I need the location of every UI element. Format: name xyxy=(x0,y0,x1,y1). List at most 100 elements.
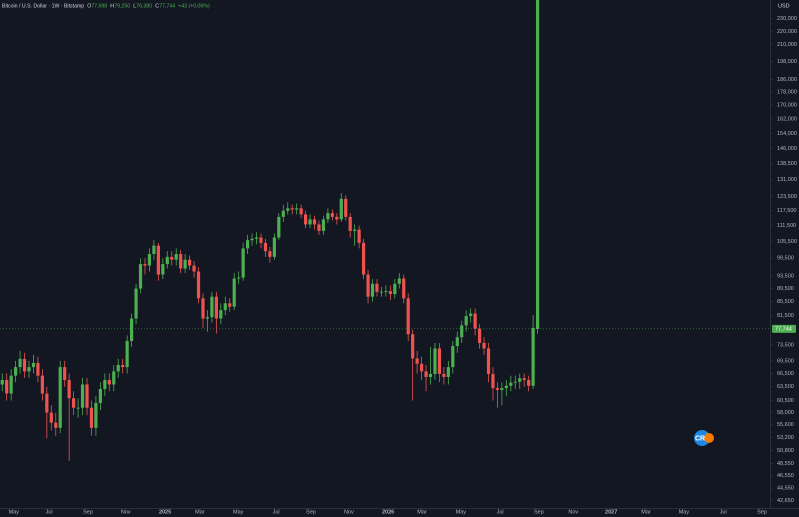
candle-body xyxy=(241,248,245,278)
candle-body xyxy=(402,278,406,299)
candle-body xyxy=(286,208,290,211)
candle-body xyxy=(152,245,156,254)
y-tick-label: 123,500 xyxy=(777,194,797,200)
ohlc-letter: L xyxy=(133,3,136,9)
candle-body xyxy=(103,380,107,389)
candle-body xyxy=(263,242,268,252)
x-tick-label: 2025 xyxy=(159,509,171,515)
candle-body xyxy=(27,367,31,372)
candle-body xyxy=(451,346,455,368)
x-tick-label: Nov xyxy=(344,509,354,515)
y-tick-label: 154,000 xyxy=(777,131,797,137)
candle-body xyxy=(250,238,254,241)
y-tick-label: 73,500 xyxy=(777,342,794,348)
candle-body xyxy=(335,216,339,220)
candle-body xyxy=(201,298,205,319)
ohlc-value: 76,380 xyxy=(136,3,152,9)
candle-body xyxy=(237,277,241,279)
candle-body xyxy=(299,208,303,215)
candle-body xyxy=(22,358,27,372)
candle-body xyxy=(125,341,129,368)
candle-body xyxy=(183,259,187,269)
candle-body xyxy=(76,407,80,409)
candle-body xyxy=(348,216,352,231)
candle-body xyxy=(214,296,218,319)
y-tick-label: 99,500 xyxy=(777,256,794,262)
candle-body xyxy=(281,210,285,217)
candle-body xyxy=(143,264,147,266)
ohlc-legend: O 77,698 H 79,250 L 76,380 C 77,744 +43 (+0.06%) xyxy=(87,3,210,9)
candle-body xyxy=(138,264,143,289)
candle-body xyxy=(80,384,85,408)
candle-body xyxy=(196,271,201,299)
candle-body xyxy=(455,337,459,347)
y-tick-label: 162,000 xyxy=(777,116,797,122)
candle-body xyxy=(411,334,415,359)
y-tick-label: 230,000 xyxy=(777,16,797,22)
x-tick-label: May xyxy=(456,509,467,515)
candle-body xyxy=(393,283,397,295)
candle-body xyxy=(460,325,464,338)
candle-body xyxy=(219,310,223,319)
candle-body xyxy=(469,313,473,317)
candle-body xyxy=(107,380,111,385)
candle-body xyxy=(89,407,94,428)
candle-body xyxy=(384,291,388,292)
y-tick-label: 48,550 xyxy=(777,461,794,467)
ohlc-letter: O xyxy=(87,3,91,9)
candle-body xyxy=(518,378,522,382)
candle-body xyxy=(326,213,330,220)
x-tick-label: 2026 xyxy=(382,509,394,515)
candle-body xyxy=(170,256,174,260)
logo-dot xyxy=(704,433,714,443)
x-tick-label: Mar xyxy=(417,509,427,515)
candle-body xyxy=(45,393,49,413)
candle-body xyxy=(174,253,178,260)
candle-body xyxy=(317,224,321,231)
y-tick-label: 220,000 xyxy=(777,29,797,35)
candle-body xyxy=(161,264,165,275)
candle-body xyxy=(165,256,169,265)
candle-body xyxy=(268,251,272,257)
candle-body xyxy=(112,371,116,385)
candle-body xyxy=(370,283,375,297)
x-tick-label: Jul xyxy=(497,509,504,515)
candle-body xyxy=(156,245,160,275)
candle-body xyxy=(223,303,227,311)
candle-body xyxy=(312,219,317,225)
candle-body xyxy=(134,288,138,319)
y-tick-label: 178,000 xyxy=(777,89,797,95)
candle-body xyxy=(361,242,366,275)
candle-body xyxy=(477,328,482,343)
candle-body xyxy=(531,327,535,386)
candle-body xyxy=(321,219,326,231)
candle-body xyxy=(353,229,357,231)
candle-body xyxy=(67,380,71,399)
x-tick-label: Nov xyxy=(121,509,131,515)
ohlc-value: 77,698 xyxy=(91,3,107,9)
y-tick-label: 146,000 xyxy=(777,146,797,152)
candle-body xyxy=(442,373,446,377)
y-tick-label: 63,500 xyxy=(777,384,794,390)
y-tick-label: 131,000 xyxy=(777,177,797,183)
ohlc-value: 77,744 xyxy=(159,3,175,9)
ohlc-value: 79,250 xyxy=(114,3,130,9)
candle-body xyxy=(245,240,250,249)
candle-body xyxy=(428,373,433,377)
candle-body xyxy=(522,378,526,381)
x-tick-label: 2027 xyxy=(605,509,617,515)
y-tick-label: 85,500 xyxy=(777,299,794,305)
y-tick-label: 111,500 xyxy=(777,223,796,229)
currency-label: USD xyxy=(778,3,790,9)
candle-body xyxy=(491,373,495,389)
x-tick-label: May xyxy=(233,509,244,515)
price-tag-label: 77,744 xyxy=(775,326,792,332)
candle-body xyxy=(228,303,232,307)
candle-body xyxy=(406,298,410,335)
candle-body xyxy=(424,371,428,377)
y-tick-label: 117,500 xyxy=(777,208,796,214)
candle-body xyxy=(495,388,500,390)
candle-body xyxy=(147,253,152,266)
candle-body xyxy=(500,388,504,390)
